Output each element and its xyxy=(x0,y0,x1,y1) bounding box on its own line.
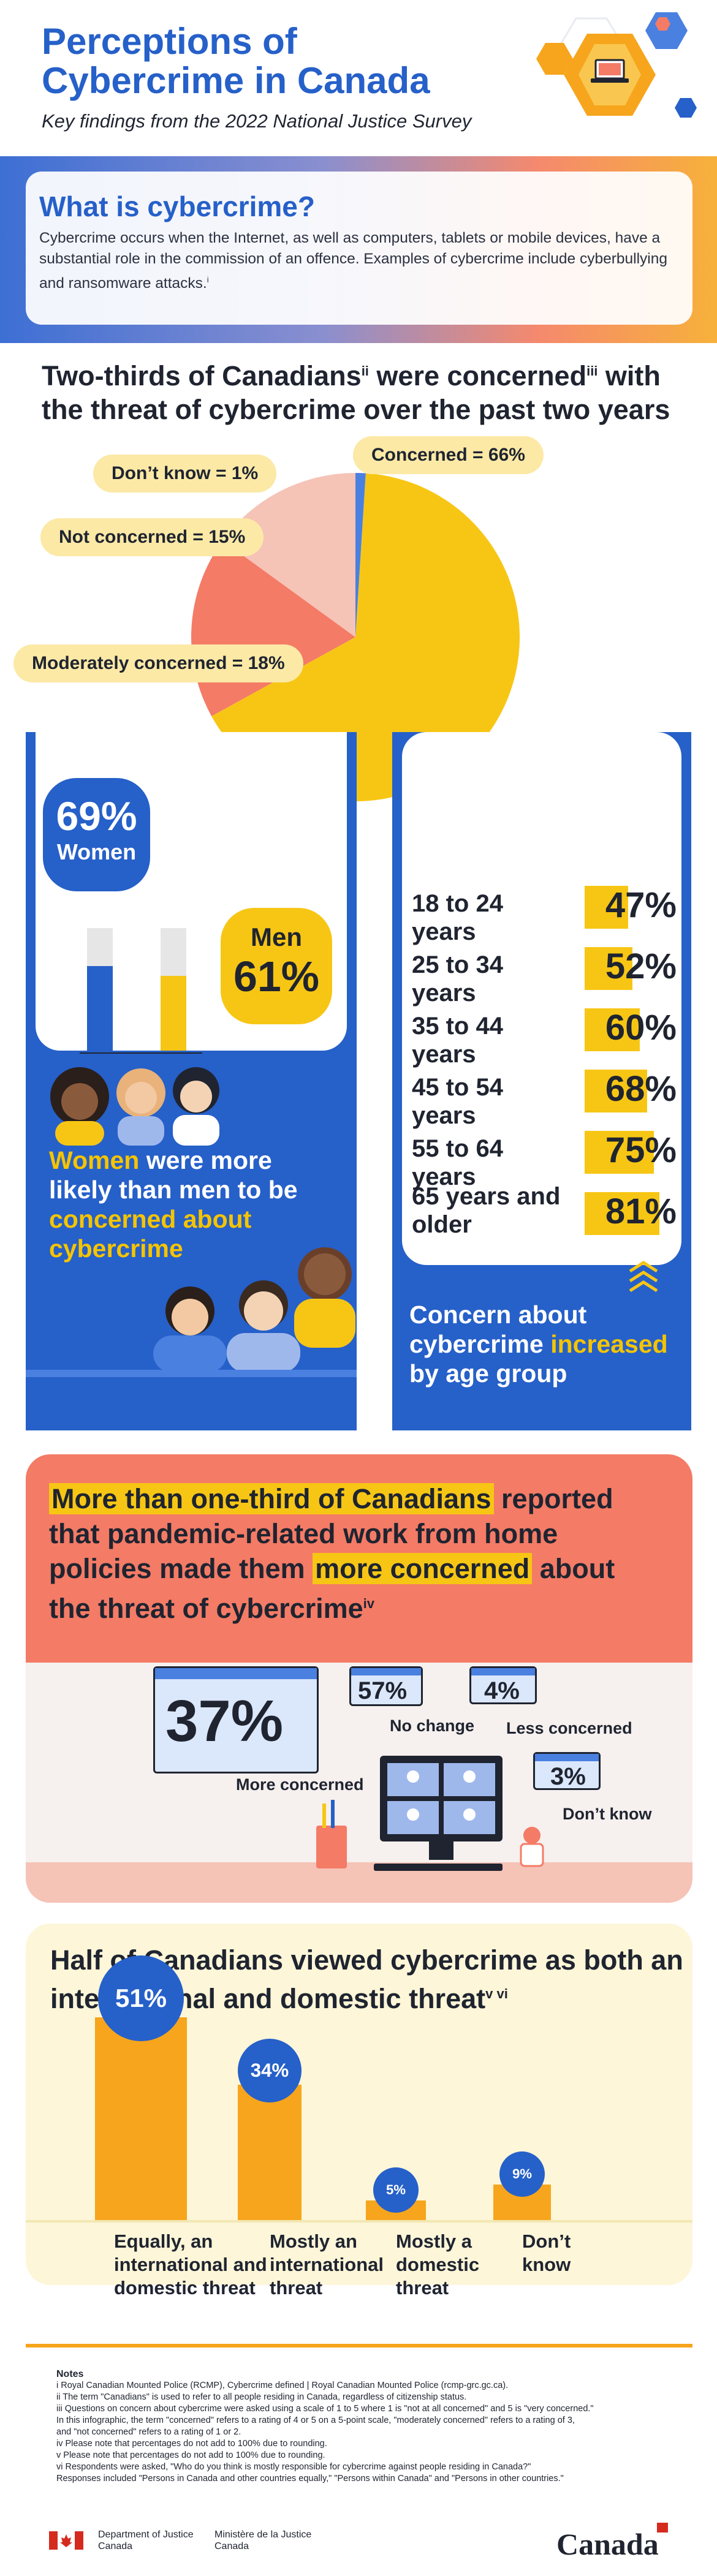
chevrons-up-icon xyxy=(629,1261,658,1293)
age-bar xyxy=(585,1131,654,1174)
no-change-label: No change xyxy=(390,1717,475,1735)
definition-card xyxy=(26,172,692,325)
age-label: 65 years and older xyxy=(412,1183,561,1238)
note-line: ii The term "Canadians" is used to refer… xyxy=(56,2392,467,2402)
age-label: 18 to 24 years xyxy=(412,890,503,945)
age-label: 35 to 44 years xyxy=(412,1013,503,1068)
less-concerned-label: Less concerned xyxy=(506,1719,632,1737)
women-label: Women xyxy=(56,839,137,864)
more-concerned-window xyxy=(153,1666,319,1773)
gender-bar-men xyxy=(161,976,186,1051)
remote-floor xyxy=(26,1862,692,1903)
age-bar xyxy=(585,1070,647,1112)
dont-know-value: 3% xyxy=(550,1763,586,1790)
threat-value: 9% xyxy=(499,2151,545,2197)
age-value: 68% xyxy=(605,1069,677,1109)
age-value: 52% xyxy=(605,946,677,986)
no-change-window xyxy=(349,1666,423,1706)
canada-flag-icon xyxy=(49,2531,83,2550)
concern-heading: Two-thirds of Canadiansii were concerned… xyxy=(42,360,670,425)
men-bubble: Men 61% xyxy=(221,908,332,1024)
pie-label-concerned: Concerned = 66% xyxy=(353,436,544,474)
age-bar xyxy=(585,886,628,929)
definition-heading: What is cybercrime? xyxy=(39,191,315,222)
pie-label-moderately-concerned: Moderately concerned = 18% xyxy=(13,644,303,682)
canada-wordmark: Canada xyxy=(556,2527,659,2561)
more-concerned-label: More concerned xyxy=(236,1775,364,1794)
men-label: Men xyxy=(251,923,302,951)
notes-divider xyxy=(26,2344,692,2347)
note-line: v Please note that percentages do not ad… xyxy=(56,2450,325,2460)
wordmark-flag-icon xyxy=(657,2523,668,2533)
pie-slice-not-concerned xyxy=(222,473,355,637)
men-illustration xyxy=(153,1247,355,1372)
footer: Department of Justice Canada Ministère de… xyxy=(0,2518,717,2576)
less-concerned-window xyxy=(469,1666,537,1704)
dont-know-window xyxy=(533,1752,601,1790)
age-label: 45 to 54 years xyxy=(412,1074,503,1129)
pie-slice-concerned xyxy=(211,473,520,801)
laptop-hexagon-icon xyxy=(536,12,697,118)
video-call-desk-icon xyxy=(316,1756,544,1871)
note-line: Responses included "Persons in Canada an… xyxy=(56,2474,564,2483)
dont-know-label: Don’t know xyxy=(563,1805,652,1823)
age-bar xyxy=(585,947,632,990)
note-line: In this infographic, the term "concerned… xyxy=(56,2415,575,2425)
threat-label: Don’t know xyxy=(522,2230,571,2275)
definition-text: Cybercrime occurs when the Internet, as … xyxy=(39,230,667,292)
threat-bar xyxy=(238,2085,302,2220)
women-illustration xyxy=(50,1067,219,1146)
age-bar xyxy=(585,1008,640,1051)
gender-bar-women xyxy=(87,966,113,1051)
age-label: 25 to 34 years xyxy=(412,951,503,1007)
note-line: and "not concerned" refers to a rating o… xyxy=(56,2427,241,2437)
gender-divider xyxy=(26,1370,357,1377)
age-caption: Concern about cybercrime increased by ag… xyxy=(409,1301,668,1388)
threat-value: 5% xyxy=(373,2167,419,2213)
threat-label: Equally, an international and domestic t… xyxy=(114,2230,267,2298)
threat-baseline xyxy=(26,2220,692,2223)
age-value: 47% xyxy=(605,885,677,925)
threat-value: 34% xyxy=(238,2039,302,2103)
gender-bar-chart xyxy=(80,928,202,1054)
pie-slice-dont-know xyxy=(355,473,366,637)
threat-label: Mostly a domestic threat xyxy=(396,2230,480,2298)
note-line: vi Respondents were asked, "Who do you t… xyxy=(56,2462,531,2472)
dept-name-en: Department of Justice Canada xyxy=(98,2529,194,2551)
note-line: i Royal Canadian Mounted Police (RCMP), … xyxy=(56,2381,509,2390)
men-percent: 61% xyxy=(233,953,320,1000)
threat-label: Mostly an international threat xyxy=(270,2230,384,2298)
less-concerned-value: 4% xyxy=(484,1677,520,1704)
age-label: 55 to 64 years xyxy=(412,1135,503,1190)
age-bar xyxy=(585,1192,659,1235)
age-value: 81% xyxy=(605,1192,677,1231)
no-change-value: 57% xyxy=(358,1677,408,1704)
pie-label-not-concerned: Not concerned = 15% xyxy=(40,518,264,556)
footnote-marker: i xyxy=(207,275,209,284)
gender-panel-edge xyxy=(26,732,36,1051)
page-title: Perceptions of Cybercrime in Canada xyxy=(42,21,430,101)
remote-work-heading: More than one-third of Canadians reporte… xyxy=(49,1483,615,1624)
dept-name-fr: Ministère de la Justice Canada xyxy=(214,2529,312,2551)
threat-bar xyxy=(95,2017,187,2220)
note-line: iii Questions on concern about cybercrim… xyxy=(56,2404,594,2414)
threat-value: 51% xyxy=(98,1955,184,2041)
more-concerned-value: 37% xyxy=(165,1688,284,1754)
women-percent: 69% xyxy=(56,793,137,839)
notes: Notes i Royal Canadian Mounted Police (R… xyxy=(56,2368,669,2485)
note-line: iv Please note that percentages do not a… xyxy=(56,2439,327,2449)
pie-label-dont-know: Don’t know = 1% xyxy=(93,455,277,493)
age-value: 75% xyxy=(605,1130,677,1170)
notes-heading: Notes xyxy=(56,2369,84,2379)
age-panel-inner xyxy=(402,732,681,1265)
page-subtitle: Key findings from the 2022 National Just… xyxy=(42,110,472,132)
age-value: 60% xyxy=(605,1008,677,1048)
gender-caption: Women were more likely than men to be co… xyxy=(49,1146,298,1263)
women-bubble: 69% Women xyxy=(43,778,150,891)
